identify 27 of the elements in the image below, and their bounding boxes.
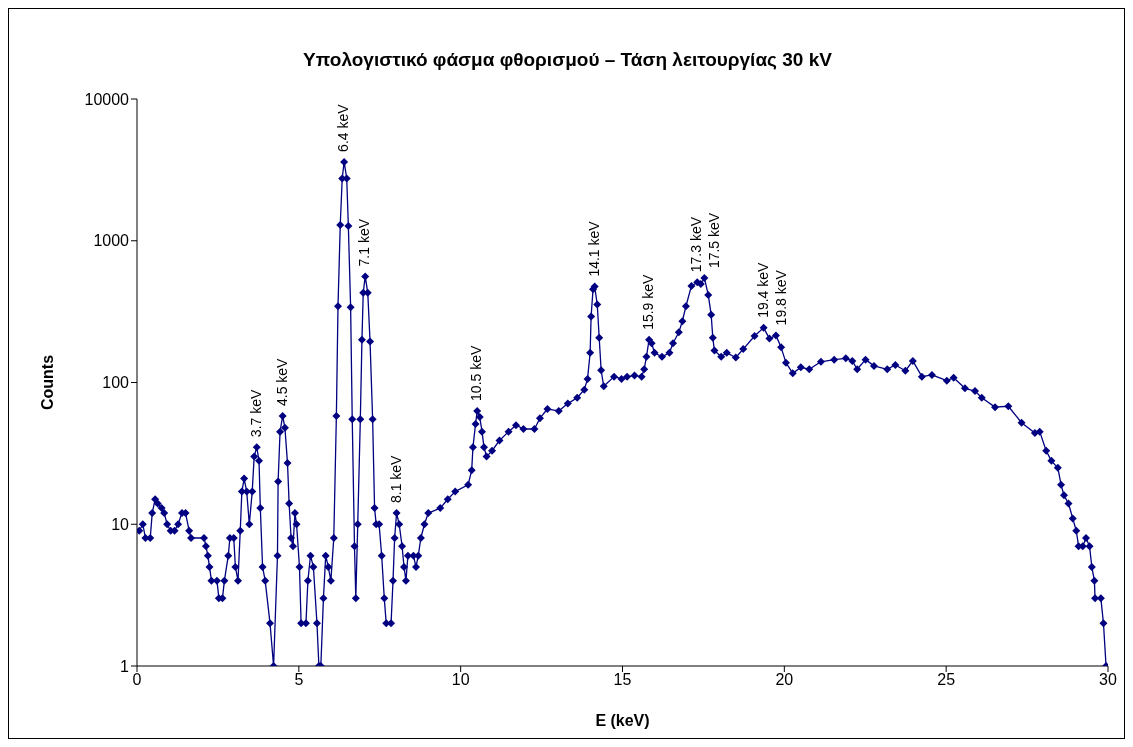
annotation: 3.7 keV: [247, 388, 264, 438]
y-tick-label: 1000: [93, 232, 130, 250]
x-tick-label: 5: [294, 671, 304, 689]
annotation: 19.4 keV: [754, 261, 771, 318]
annotation: 10.5 keV: [468, 345, 485, 401]
x-tick-label: 10: [451, 671, 470, 689]
y-tick-label: 100: [102, 374, 130, 392]
annotation: 17.5 keV: [706, 212, 723, 269]
x-tick-label: 30: [1099, 671, 1117, 689]
annotation: 17.3 keV: [688, 216, 705, 273]
annotation: 19.8 keV: [772, 269, 789, 326]
x-tick-label: 15: [613, 671, 632, 689]
annotation: 6.4 keV: [335, 103, 352, 152]
chart-title: Υπολογιστικό φάσμα φθορισμού – Τάση λειτουργίας 30 kV: [302, 49, 833, 71]
x-tick-label: 0: [132, 671, 142, 689]
annotation: 4.5 keV: [273, 357, 290, 407]
x-axis-title: E (keV): [595, 712, 650, 729]
annotation: 7.1 keV: [356, 218, 373, 267]
annotation: 15.9 keV: [640, 273, 657, 330]
y-axis-title: Counts: [38, 354, 56, 411]
x-tick-label: 20: [775, 671, 794, 689]
annotation: 8.1 keV: [387, 454, 404, 504]
y-tick-label: 10: [111, 515, 130, 533]
y-tick-label: 10000: [84, 90, 130, 108]
y-tick-label: 1: [120, 657, 130, 675]
annotation: 14.1 keV: [585, 220, 602, 277]
x-tick-label: 25: [937, 671, 956, 689]
